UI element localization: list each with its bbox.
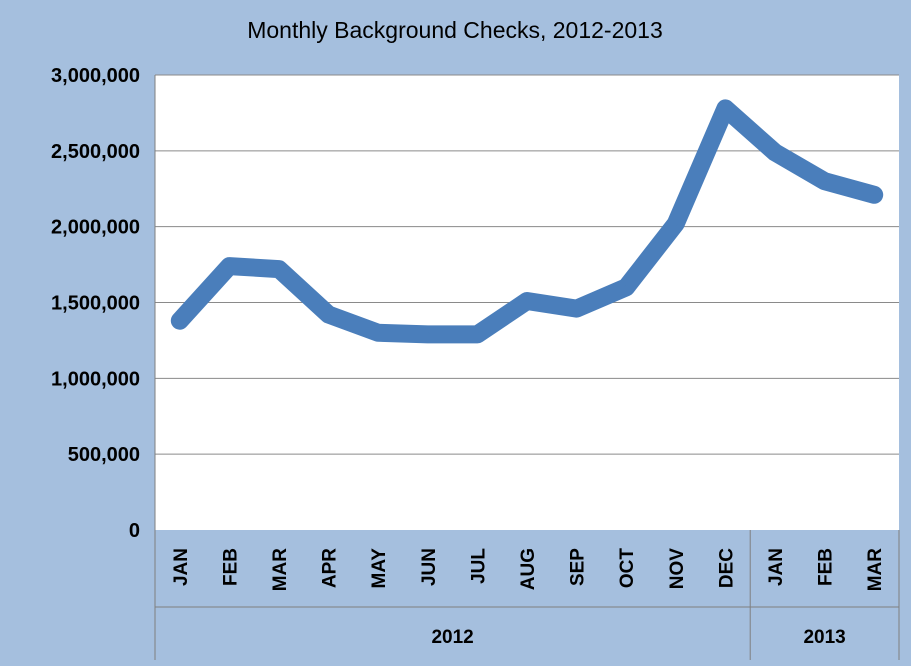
x-group-label: 2013 xyxy=(803,627,845,648)
data-point xyxy=(822,179,827,184)
data-point xyxy=(425,332,430,337)
data-point xyxy=(326,312,331,317)
data-point xyxy=(872,192,877,197)
x-tick-label: JUL xyxy=(468,548,489,584)
data-point xyxy=(227,264,232,269)
x-tick-label: NOV xyxy=(667,548,688,590)
x-tick-label: JAN xyxy=(766,548,787,586)
data-point xyxy=(177,318,182,323)
x-tick-label: JAN xyxy=(171,548,192,586)
y-tick-label: 1,500,000 xyxy=(51,293,140,315)
y-tick-label: 2,000,000 xyxy=(51,217,140,239)
x-tick-label: FEB xyxy=(816,548,837,586)
data-point xyxy=(376,330,381,335)
data-point xyxy=(574,306,579,311)
data-point xyxy=(525,298,529,303)
x-tick-label: OCT xyxy=(617,548,638,589)
data-point xyxy=(723,106,728,111)
x-tick-label: SEP xyxy=(568,548,589,586)
data-point xyxy=(475,332,480,337)
x-tick-label: DEC xyxy=(716,548,737,588)
x-tick-label: FEB xyxy=(220,548,241,586)
data-point xyxy=(624,285,629,290)
y-tick-label: 1,000,000 xyxy=(51,368,140,390)
x-tick-label: MAR xyxy=(865,548,886,592)
data-point xyxy=(773,150,777,155)
chart-title: Monthly Background Checks, 2012-2013 xyxy=(247,17,663,43)
x-tick-label: MAY xyxy=(369,548,390,589)
y-tick-label: 3,000,000 xyxy=(51,65,140,87)
x-tick-label: MAR xyxy=(270,548,291,592)
x-tick-label: JUN xyxy=(419,548,440,586)
y-tick-label: 2,500,000 xyxy=(51,141,140,163)
x-tick-label: APR xyxy=(320,548,341,588)
data-point xyxy=(673,221,678,226)
y-tick-label: 500,000 xyxy=(68,444,140,466)
x-tick-label: AUG xyxy=(518,548,539,590)
y-tick-label: 0 xyxy=(129,520,140,542)
data-point xyxy=(277,267,281,272)
x-group-label: 2012 xyxy=(431,627,473,648)
